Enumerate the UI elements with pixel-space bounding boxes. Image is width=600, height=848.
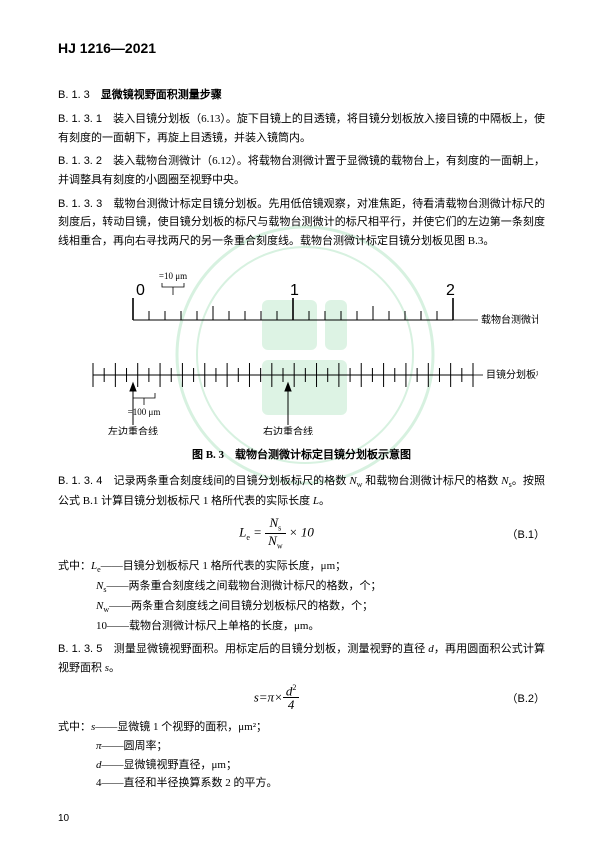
doc-code: HJ 1216—2021 (58, 40, 545, 56)
tick-2: 2 (446, 282, 455, 299)
formula-b1: Le = NsNw × 10 （B.1） (58, 516, 545, 551)
formula-b2: s=π×d24 （B.2） (58, 684, 545, 713)
para-b133: B. 1. 3. 3 载物台测微计标定目镜分划板。先用低倍镜观察，对准焦距，待看… (58, 195, 545, 251)
right-align-label: 右边重合线 (263, 425, 313, 435)
label-lower-ruler: 目镜分划板标尺 (486, 368, 538, 381)
tick-1: 1 (290, 282, 299, 299)
page-number: 10 (58, 813, 69, 824)
defs-b2: 式中：s——显微镜 1 个视野的面积，μm²； π——圆周率； d——显微镜视野… (58, 718, 545, 793)
label-upper-ruler: 载物台测微计标尺 (481, 313, 538, 326)
para-b135: B. 1. 3. 5 测量显微镜视野面积。用标定后的目镜分划板，测量视野的直径 … (58, 640, 545, 677)
section-b13-title: B. 1. 3 显微镜视野面积测量步骤 (58, 86, 545, 102)
top-label: =10 μm (159, 271, 187, 281)
figure-caption: 图 B. 3 载物台测微计标定目镜分划板示意图 (58, 446, 545, 462)
tick-0: 0 (136, 282, 145, 299)
figure-b3: =10 μm 0 1 2 载物台测微计标尺 目镜分划板标尺 =100 μm 左边… (58, 265, 545, 438)
para-b134: B. 1. 3. 4 记录两条重合刻度线间的目镜分划板标尺的格数 Nw 和载物台… (58, 472, 545, 510)
para-b131: B. 1. 3. 1 装入目镜分划板（6.13）。旋下目镜上的目透镜，将目镜分划… (58, 110, 545, 147)
left-align-label: 左边重合线 (108, 425, 158, 435)
para-b132: B. 1. 3. 2 装入载物台测微计（6.12）。将载物台测微计置于显微镜的载… (58, 152, 545, 189)
defs-b1: 式中：Le——目镜分划板标尺 1 格所代表的实际长度，μm； Ns——两条重合刻… (58, 557, 545, 635)
